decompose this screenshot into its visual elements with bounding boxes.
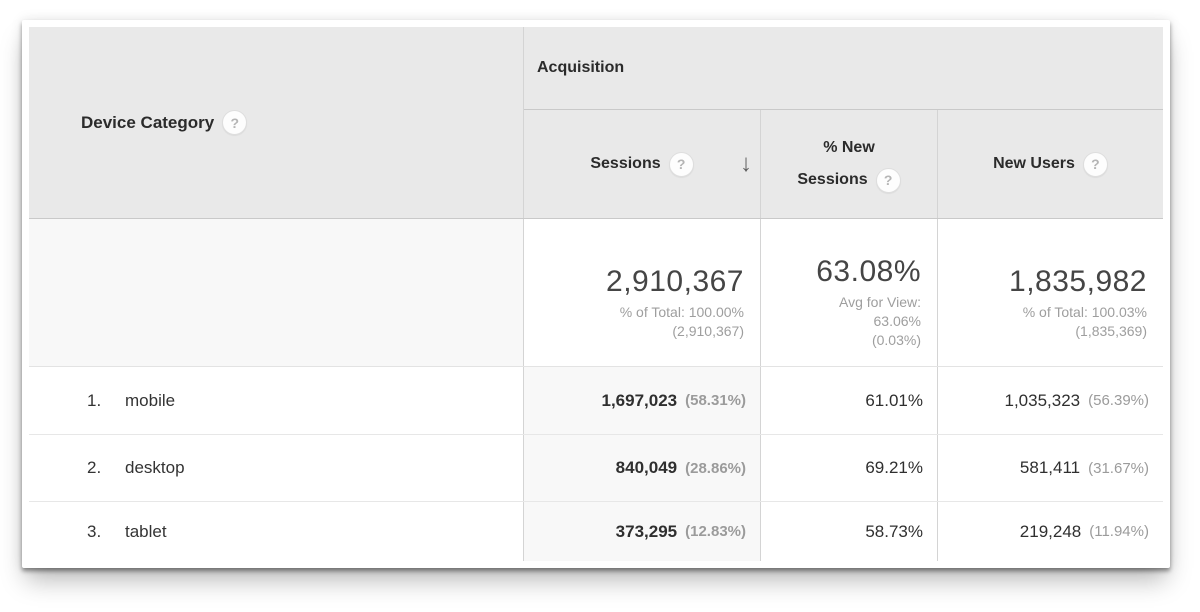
new-users-total-subtext: % of Total: 100.03% (1,835,369) bbox=[938, 303, 1147, 341]
new-sessions-cell: 61.01% bbox=[760, 367, 937, 434]
new-users-total-cell: 1,835,982 % of Total: 100.03% (1,835,369… bbox=[937, 219, 1163, 366]
sessions-total-subtext: % of Total: 100.00% (2,910,367) bbox=[524, 303, 744, 341]
device-category-report-table: Device Category ? Acquisition Sessions ?… bbox=[29, 27, 1163, 561]
sessions-percent: (12.83%) bbox=[685, 523, 746, 540]
new-sessions-value: 61.01% bbox=[865, 390, 923, 410]
new-users-percent: (11.94%) bbox=[1089, 523, 1149, 540]
sessions-percent: (58.31%) bbox=[685, 392, 746, 409]
device-name[interactable]: desktop bbox=[125, 458, 185, 477]
device-category-column-header[interactable]: Device Category ? bbox=[29, 27, 524, 218]
sessions-cell: 1,697,023 (58.31%) bbox=[524, 367, 760, 434]
new-sessions-avg-cell: 63.08% Avg for View: 63.06% (0.03%) bbox=[760, 219, 937, 366]
new-sessions-avg-view: 63.06% bbox=[873, 313, 921, 329]
sessions-header-content: Sessions ? bbox=[590, 151, 694, 177]
sessions-column-header[interactable]: Sessions ? ↓ bbox=[524, 110, 760, 218]
sessions-value: 1,697,023 bbox=[601, 390, 678, 410]
device-name[interactable]: tablet bbox=[125, 521, 167, 541]
new-sessions-avg-delta: (0.03%) bbox=[871, 332, 921, 348]
sessions-header-label: Sessions bbox=[590, 155, 661, 172]
new-sessions-avg-subtext: Avg for View: 63.06% (0.03%) bbox=[761, 293, 921, 350]
acquisition-group-label: Acquisition bbox=[537, 59, 625, 76]
new-users-cell: 1,035,323 (56.39%) bbox=[937, 367, 1163, 434]
table-row-mobile: 1. mobile 1,697,023 (58.31%) 61.01% 1,03… bbox=[29, 367, 1163, 434]
new-sessions-header-line2: Sessions bbox=[797, 171, 868, 188]
new-sessions-avg-value: 63.08% bbox=[816, 255, 921, 288]
device-category-help-icon[interactable]: ? bbox=[222, 110, 248, 135]
summary-row: 2,910,367 % of Total: 100.00% (2,910,367… bbox=[29, 219, 1163, 367]
new-sessions-avg-label: Avg for View: bbox=[839, 294, 921, 310]
new-users-total-raw: (1,835,369) bbox=[1075, 322, 1147, 339]
new-sessions-help-icon[interactable]: ? bbox=[875, 167, 901, 193]
sessions-percent: (28.86%) bbox=[685, 459, 746, 477]
new-users-cell: 581,411 (31.67%) bbox=[937, 435, 1163, 501]
new-users-help-icon[interactable]: ? bbox=[1082, 151, 1108, 177]
device-cell: 2. desktop bbox=[29, 435, 524, 501]
row-rank: 1. bbox=[87, 390, 102, 410]
metric-column-headers: Sessions ? ↓ % New Sessions ? bbox=[524, 110, 1163, 218]
new-sessions-cell: 69.21% bbox=[760, 435, 937, 501]
table-row-desktop: 2. desktop 840,049 (28.86%) 69.21% 581,4… bbox=[29, 434, 1163, 501]
summary-dimension-cell bbox=[29, 219, 524, 366]
sessions-cell: 373,295 (12.83%) bbox=[524, 502, 760, 561]
analytics-table-card: Device Category ? Acquisition Sessions ?… bbox=[22, 20, 1170, 568]
table-header: Device Category ? Acquisition Sessions ?… bbox=[29, 27, 1163, 219]
new-users-percent: (31.67%) bbox=[1088, 459, 1149, 477]
sessions-percent-of-total: % of Total: 100.00% bbox=[619, 303, 744, 320]
new-users-total-value: 1,835,982 bbox=[1009, 264, 1147, 298]
new-users-percent-of-total: % of Total: 100.03% bbox=[1022, 303, 1147, 320]
sessions-cell: 840,049 (28.86%) bbox=[524, 435, 760, 501]
new-sessions-column-header[interactable]: % New Sessions ? bbox=[760, 110, 937, 218]
new-users-percent: (56.39%) bbox=[1088, 392, 1149, 409]
metrics-header-group: Acquisition Sessions ? ↓ % New bbox=[524, 27, 1163, 218]
new-sessions-cell: 58.73% bbox=[760, 502, 937, 561]
new-users-header-label: New Users bbox=[993, 155, 1075, 172]
sessions-value: 373,295 bbox=[615, 521, 678, 541]
sessions-value: 840,049 bbox=[615, 458, 678, 477]
device-cell: 3. tablet bbox=[29, 502, 524, 561]
row-rank: 2. bbox=[87, 458, 102, 477]
sessions-help-icon[interactable]: ? bbox=[668, 151, 694, 177]
device-cell: 1. mobile bbox=[29, 367, 524, 434]
sessions-total-raw: (2,910,367) bbox=[672, 322, 744, 339]
row-rank: 3. bbox=[87, 521, 102, 541]
new-sessions-value: 69.21% bbox=[865, 458, 923, 477]
new-users-value: 581,411 bbox=[1019, 458, 1081, 477]
new-sessions-header-content: % New Sessions ? bbox=[797, 132, 901, 196]
new-users-value: 219,248 bbox=[1019, 521, 1082, 541]
acquisition-group-header: Acquisition bbox=[524, 27, 1163, 110]
device-name[interactable]: mobile bbox=[125, 390, 176, 410]
table-row-tablet: 3. tablet 373,295 (12.83%) 58.73% 219,24… bbox=[29, 501, 1163, 561]
new-sessions-value: 58.73% bbox=[865, 521, 923, 541]
device-category-header-label: Device Category bbox=[81, 112, 215, 132]
new-users-header-content: New Users ? bbox=[993, 151, 1108, 177]
new-users-value: 1,035,323 bbox=[1004, 390, 1081, 410]
new-users-cell: 219,248 (11.94%) bbox=[937, 502, 1163, 561]
new-sessions-header-line2-wrap: Sessions ? bbox=[797, 164, 901, 196]
new-sessions-header-line1: % New bbox=[823, 139, 875, 156]
sort-descending-icon: ↓ bbox=[740, 150, 752, 177]
new-users-column-header[interactable]: New Users ? bbox=[937, 110, 1163, 218]
sessions-total-cell: 2,910,367 % of Total: 100.00% (2,910,367… bbox=[524, 219, 760, 366]
sessions-total-value: 2,910,367 bbox=[606, 264, 744, 298]
